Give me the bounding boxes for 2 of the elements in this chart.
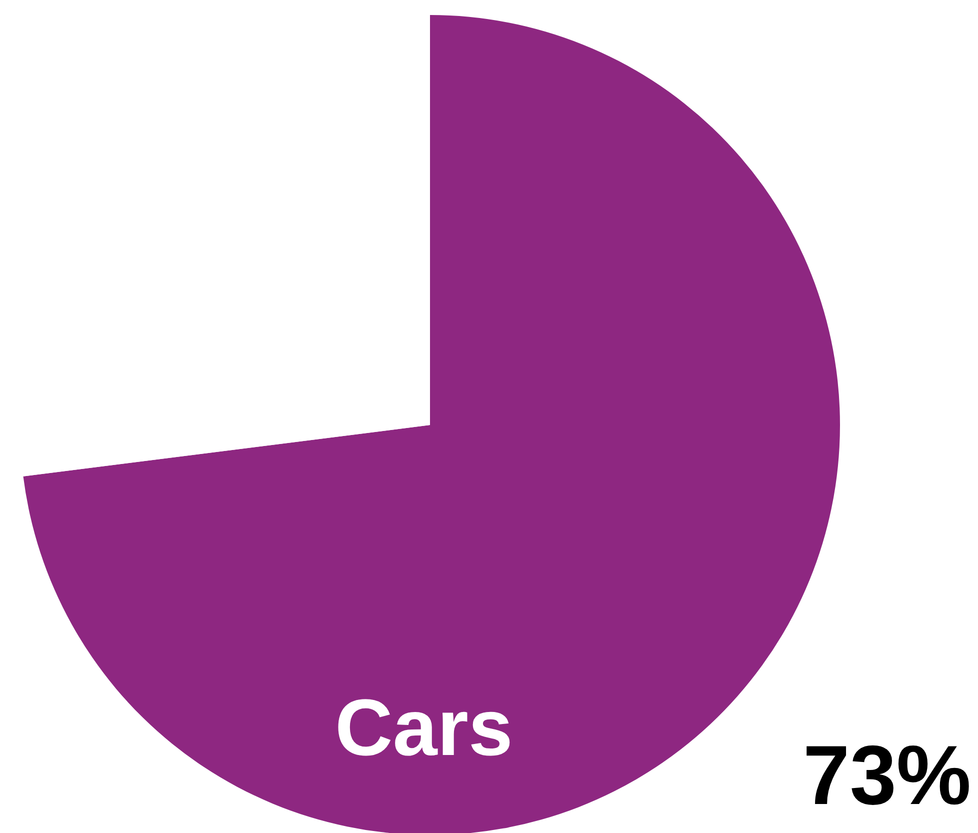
slice-label: Cars <box>335 682 513 772</box>
data-label: 73% <box>803 728 972 822</box>
